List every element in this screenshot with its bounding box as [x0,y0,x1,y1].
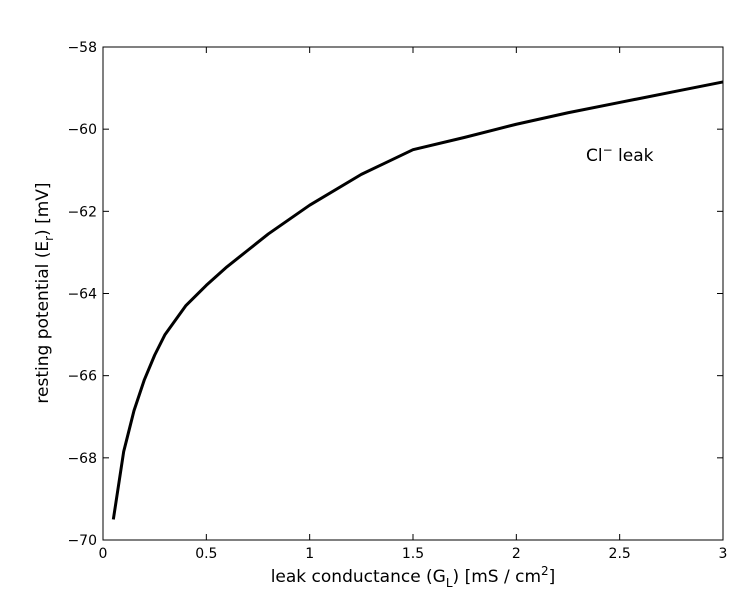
y-tick-label: −66 [67,369,97,385]
x-tick-label: 0.5 [195,546,217,562]
y-label-sub: r [42,236,56,241]
x-label-part: ) [mS / cm [453,567,541,587]
x-label-part: ] [549,567,556,587]
y-label-part: ) [mV] [33,182,53,236]
y-tick-label: −60 [67,122,97,138]
y-tick-label: −68 [67,451,97,467]
y-tick-label: −58 [67,40,97,56]
annotation-part: Cl [586,146,603,166]
x-tick-label: 3 [719,546,728,562]
x-label-sub: L [446,576,453,590]
x-tick-label: 2.5 [609,546,631,562]
x-label-sup: 2 [541,564,549,578]
x-tick-label: 1 [305,546,314,562]
y-tick-label: −62 [67,204,97,220]
x-axis-label: leak conductance (GL) [mS / cm2] [271,564,556,590]
annotation: Cl− leak [586,143,654,166]
x-label-part: leak conductance (G [271,567,446,587]
y-axis-label: resting potential (Er) [mV] [33,182,56,403]
line-series [111,80,724,520]
y-tick-label: −70 [67,533,97,549]
annotation-part: leak [613,146,654,166]
x-tick-label: 2 [512,546,521,562]
x-tick-label: 0 [99,546,108,562]
annotation-sup: − [603,143,613,157]
y-label-part: resting potential (E [33,241,53,404]
x-tick-label: 1.5 [402,546,424,562]
y-tick-label: −64 [67,287,97,303]
